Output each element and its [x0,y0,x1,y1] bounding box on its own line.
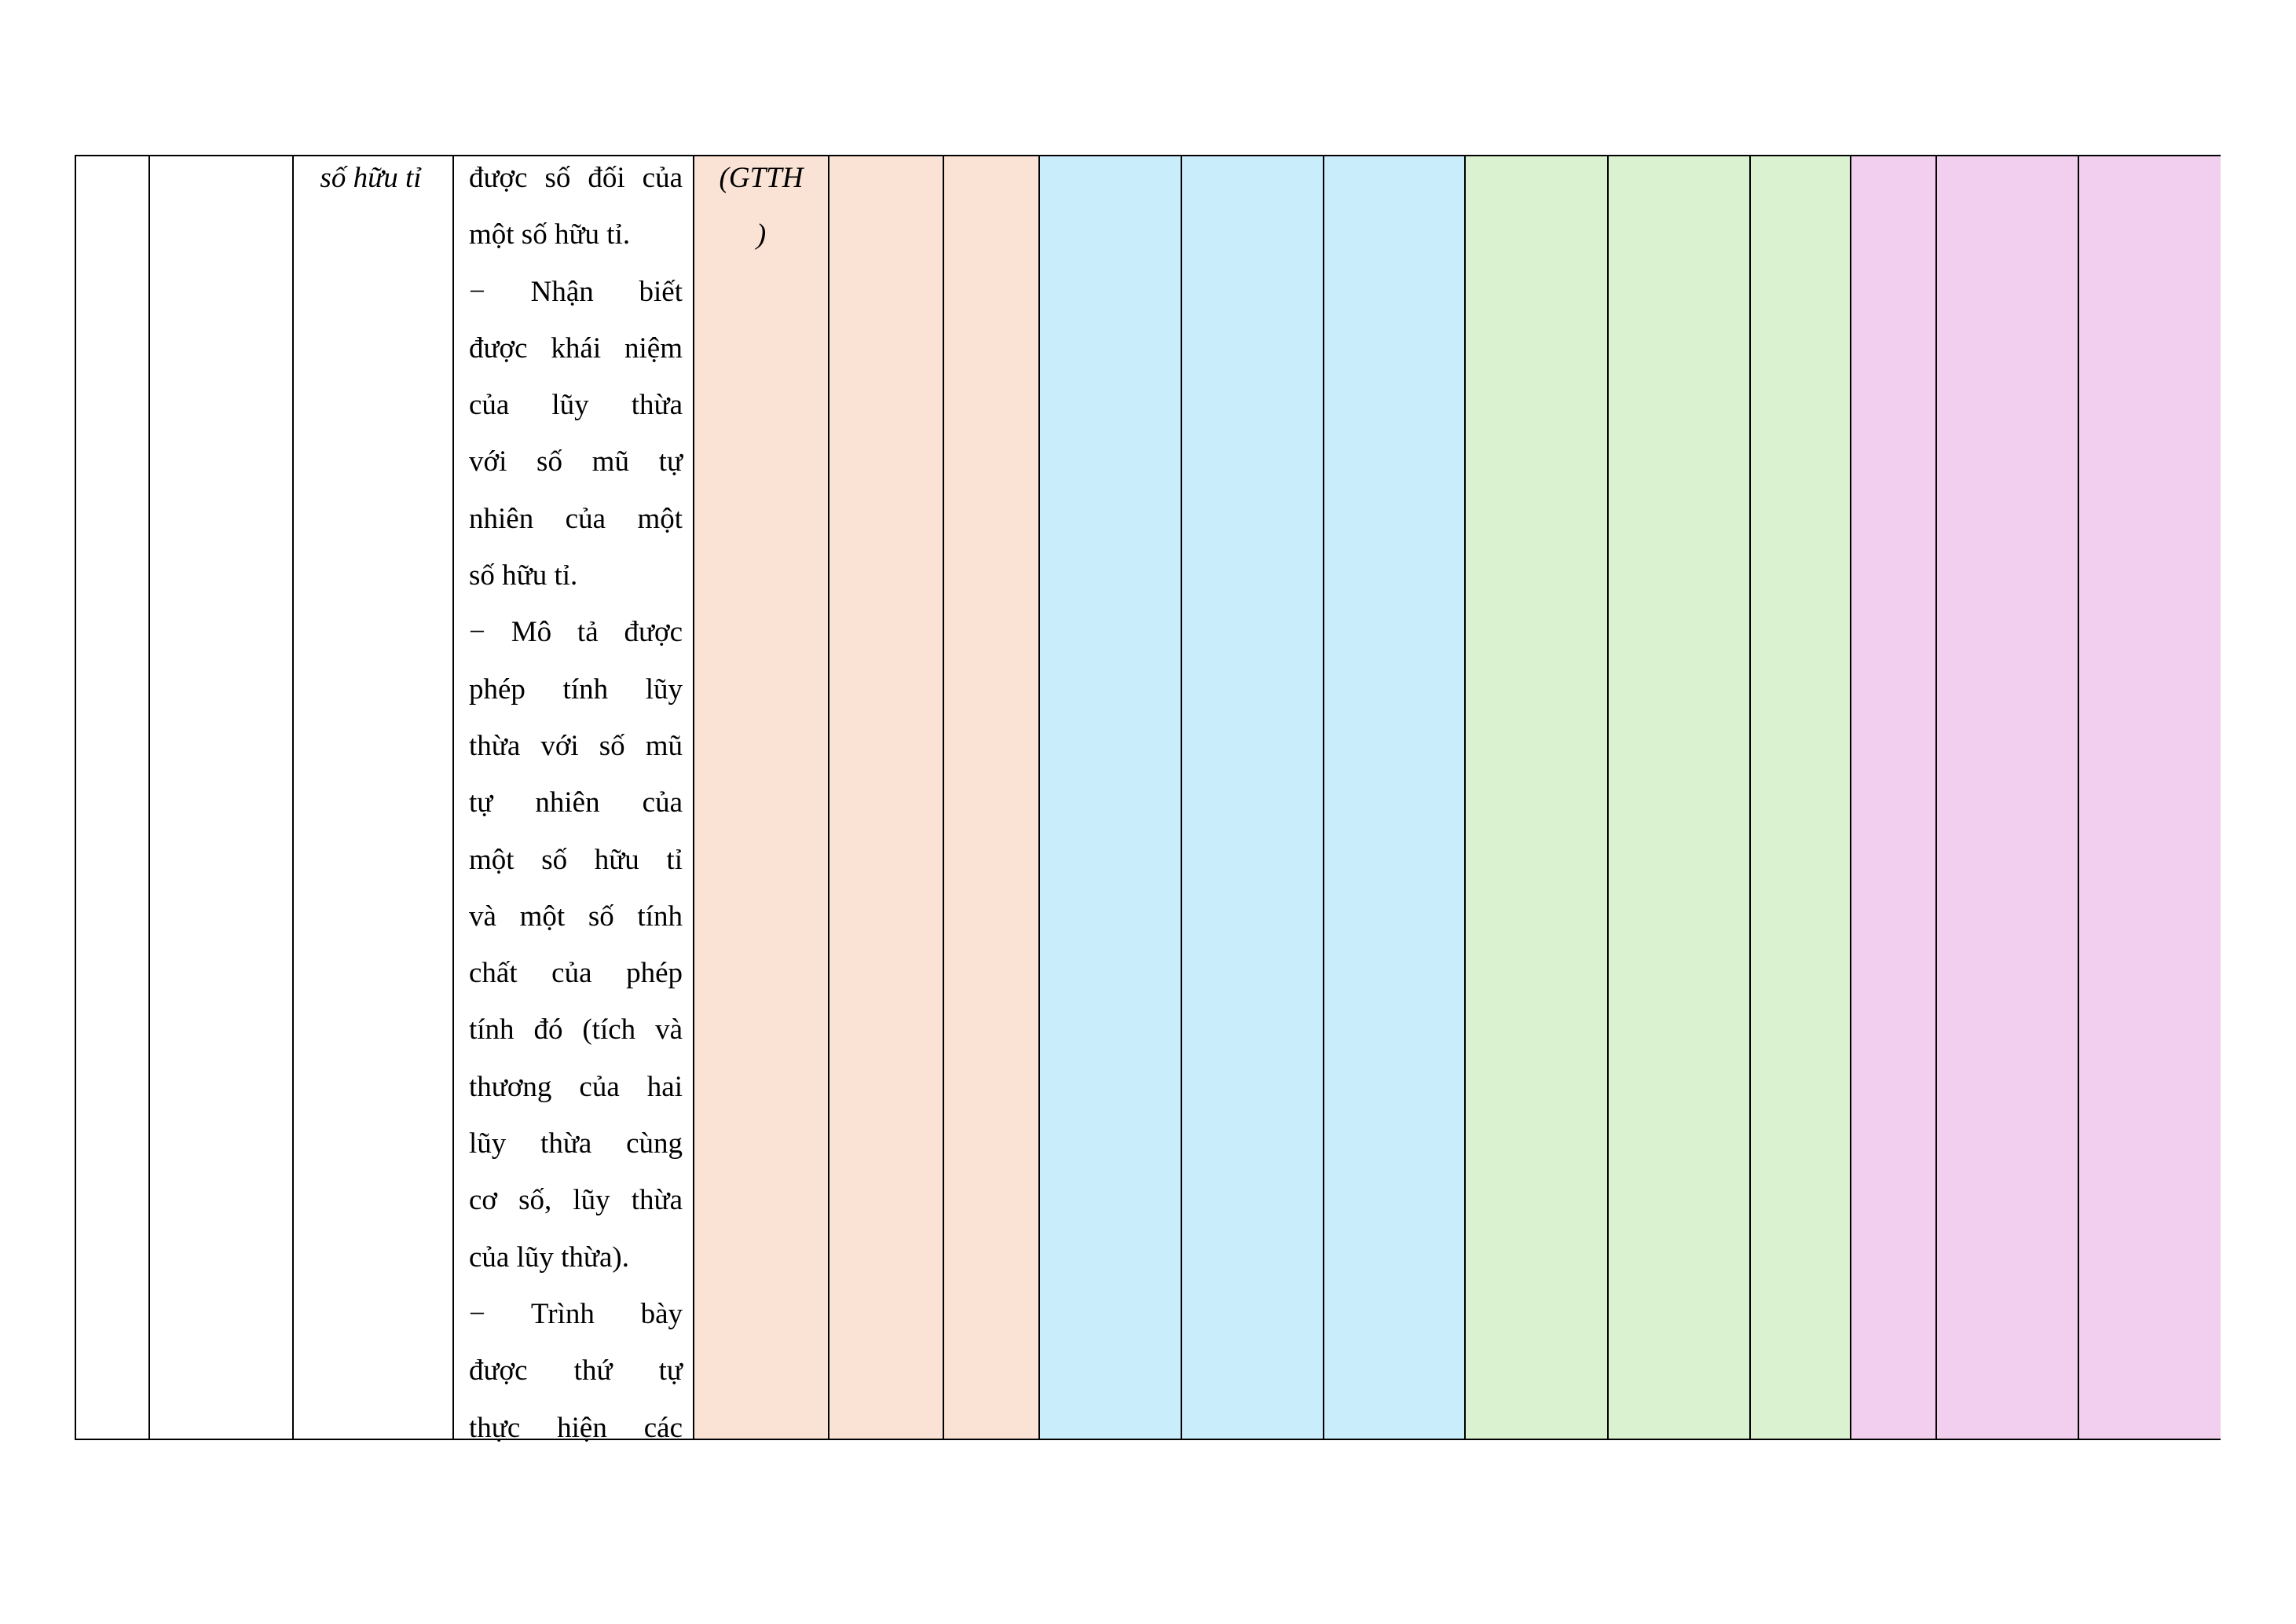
content-table: số hữu tỉ được số đối của một số hữu tỉ. − … [75,155,2221,1444]
requirement-line: − Mô tả được [469,616,683,649]
competency-text: ) [756,218,767,251]
cell-level-1 [828,156,943,1439]
competency-text: (GTTH [719,162,804,194]
requirement-line: và một số tính [469,900,683,933]
cell-count-3 [1323,156,1464,1439]
cell-count-2 [1181,156,1323,1439]
requirement-line: số hữu tỉ. [469,559,578,592]
requirement-line: tính đó (tích và [469,1014,683,1047]
requirement-line: được thứ tự [469,1355,683,1388]
cell-count-7 [1850,156,1935,1439]
cell-level-2 [943,156,1038,1439]
cell-competency [693,156,828,1439]
requirement-line: một số hữu tỉ. [469,218,631,251]
requirement-line: − Trình bày [469,1297,683,1330]
cell-topic [292,156,452,1439]
requirement-line: phép tính lũy [469,673,683,706]
requirement-line: lũy thừa cùng [469,1127,683,1160]
requirement-line: cơ số, lũy thừa [469,1184,683,1217]
requirement-line: nhiên của một [469,502,683,535]
requirement-line: − Nhận biết [469,275,683,308]
requirements-text: được số đối của một số hữu tỉ. − Nhận biết… [469,150,683,1457]
requirement-line: chất của phép [469,957,683,990]
requirement-line: tự nhiên của [469,786,683,819]
cell-index [75,156,148,1439]
cell-count-5 [1607,156,1749,1439]
requirement-line: thực hiện các [469,1411,683,1444]
requirement-line: của lũy thừa [469,389,683,422]
cell-count-6 [1749,156,1850,1439]
requirement-line: của lũy thừa). [469,1241,629,1274]
topic-text: số hữu tỉ [320,162,422,194]
requirement-line: một số hữu tỉ [469,843,683,876]
cell-count-8 [1935,156,2078,1439]
requirement-line: thừa với số mũ [469,729,683,762]
cell-count-9 [2078,156,2221,1439]
requirement-line: với số mũ tự [469,445,683,478]
requirement-line: thương của hai [469,1070,683,1103]
cell-requirements [452,156,693,1439]
requirement-line: được khái niệm [469,332,683,365]
cell-count-4 [1464,156,1607,1439]
cell-count-1 [1038,156,1181,1439]
requirement-line: được số đối của [469,162,683,194]
cell-chapter [148,156,292,1439]
